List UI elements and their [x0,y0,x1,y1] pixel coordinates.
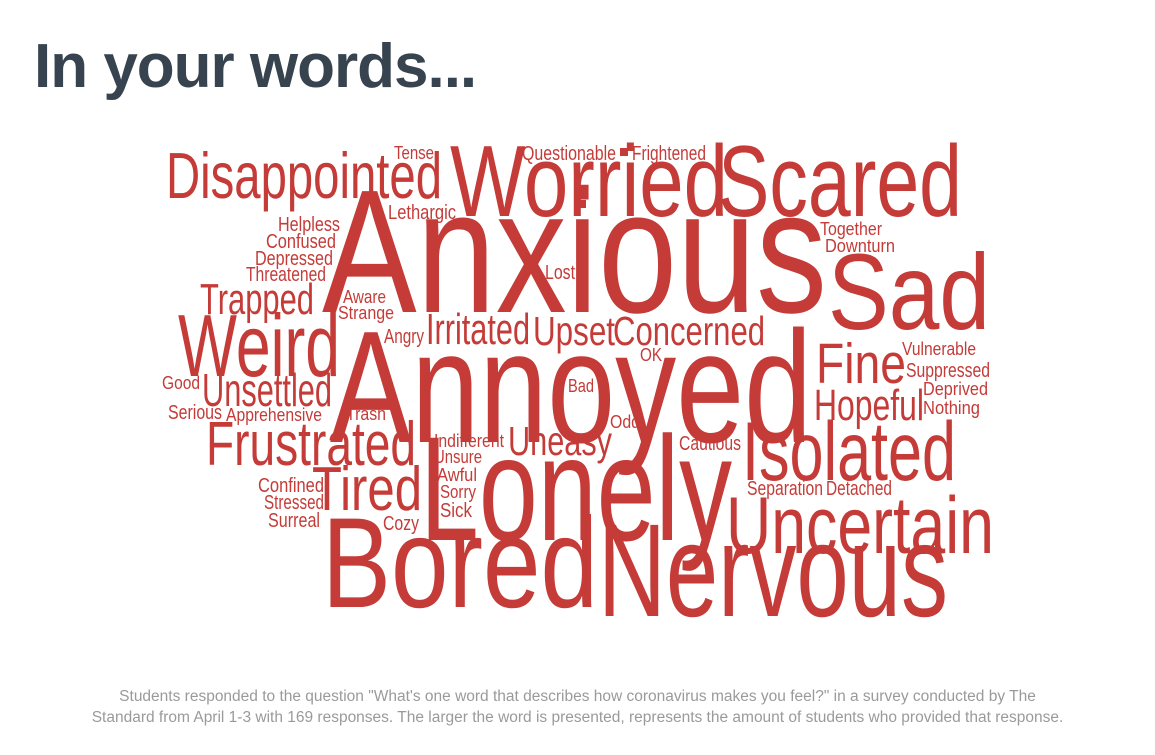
cloud-word-vulnerable: Vulnerable [902,338,977,360]
cloud-word-downturn: Downturn [825,235,896,257]
cloud-word-unsettled: Unsettled [202,364,333,417]
cloud-word-unsure: Unsure [434,446,483,468]
cloud-word-odd: Odd [610,411,641,433]
cloud-word-lost: Lost [545,261,576,284]
cloud-word-uncertain: Uncertain [726,481,994,572]
cloud-word-depressed: Depressed [255,247,334,270]
square-bullet-icon [620,148,628,156]
cloud-word-aware: Aware [343,286,386,308]
cloud-word-disappointed: Disappointed [166,138,443,212]
cloud-word-good: Good [162,372,201,394]
square-bullet-icon [578,200,586,208]
cloud-word-nothing: Nothing [923,397,981,419]
cloud-word-threatened: Threatened [246,263,327,286]
cloud-word-isolated: Isolated [742,403,956,498]
cloud-word-stressed: Stressed [264,491,325,514]
cloud-word-trapped: Trapped [200,275,315,324]
cloud-word-weird: Weird [178,296,341,396]
cloud-word-strange: Strange [338,302,395,324]
cloud-word-hopeful: Hopeful [814,381,925,430]
caption-line-2: Standard from April 1-3 with 169 respons… [91,709,1064,726]
cloud-word-serious: Serious [168,401,223,424]
cloud-word-detached: Detached [826,477,893,500]
cloud-word-anxious: Anxious [322,154,827,351]
cloud-word-annoyed: Annoyed [330,297,813,476]
cloud-word-together: Together [820,218,883,240]
cloud-word-confined: Confined [258,474,325,497]
cloud-word-sick: Sick [440,499,473,522]
cloud-word-indifferent: Indifferent [434,430,505,452]
cloud-word-cautious: Cautious [679,432,742,455]
cloud-word-tense: Tense [394,142,435,164]
cloud-word-frustrated: Frustrated [206,410,417,480]
cloud-word-ok: OK [640,344,663,366]
cloud-word-tired: Tired [312,455,423,525]
cloud-word-confused: Confused [266,230,337,253]
cloud-word-bored: Bored [322,492,599,636]
cloud-word-upset: Upset [533,308,616,355]
cloud-word-suppressed: Suppressed [906,359,991,382]
cloud-word-uneasy: Uneasy [508,418,613,465]
cloud-word-awful: Awful [437,464,477,486]
cloud-word-sad: Sad [828,230,991,352]
cloud-word-angry: Angry [384,325,425,348]
cloud-word-concerned: Concerned [613,308,766,355]
cloud-word-worried: Worried [450,124,728,238]
cloud-word-questionable: Questionable [522,142,617,165]
caption-line-1: Students responded to the question "What… [119,688,1036,705]
cloud-word-apprehensive: Apprehensive [226,404,323,426]
caption: Students responded to the question "What… [0,686,1155,728]
cloud-word-lethargic: Lethargic [388,201,457,224]
cloud-word-scared: Scared [718,124,963,238]
cloud-word-lonely: Lonely [420,405,733,572]
cloud-word-cozy: Cozy [383,512,420,535]
cloud-word-surreal: Surreal [268,509,321,532]
cloud-word-irritated: Irritated [426,305,531,354]
cloud-word-frightened: Frightened [632,142,707,165]
cloud-word-deprived: Deprived [923,378,989,400]
cloud-word-separation: Separation [747,477,824,500]
cloud-word-bad: Bad [568,375,595,397]
word-cloud: Anxious Annoyed Lonely Bored Nervous Worried S… [162,124,994,646]
cloud-word-helpless: Helpless [278,213,341,236]
cloud-word-trash: Trash [346,403,387,425]
cloud-word-nervous: Nervous [598,497,948,646]
cloud-word-sorry: Sorry [440,481,477,503]
page-title: In your words... [34,32,477,101]
cloud-word-fine: Fine [816,333,907,397]
